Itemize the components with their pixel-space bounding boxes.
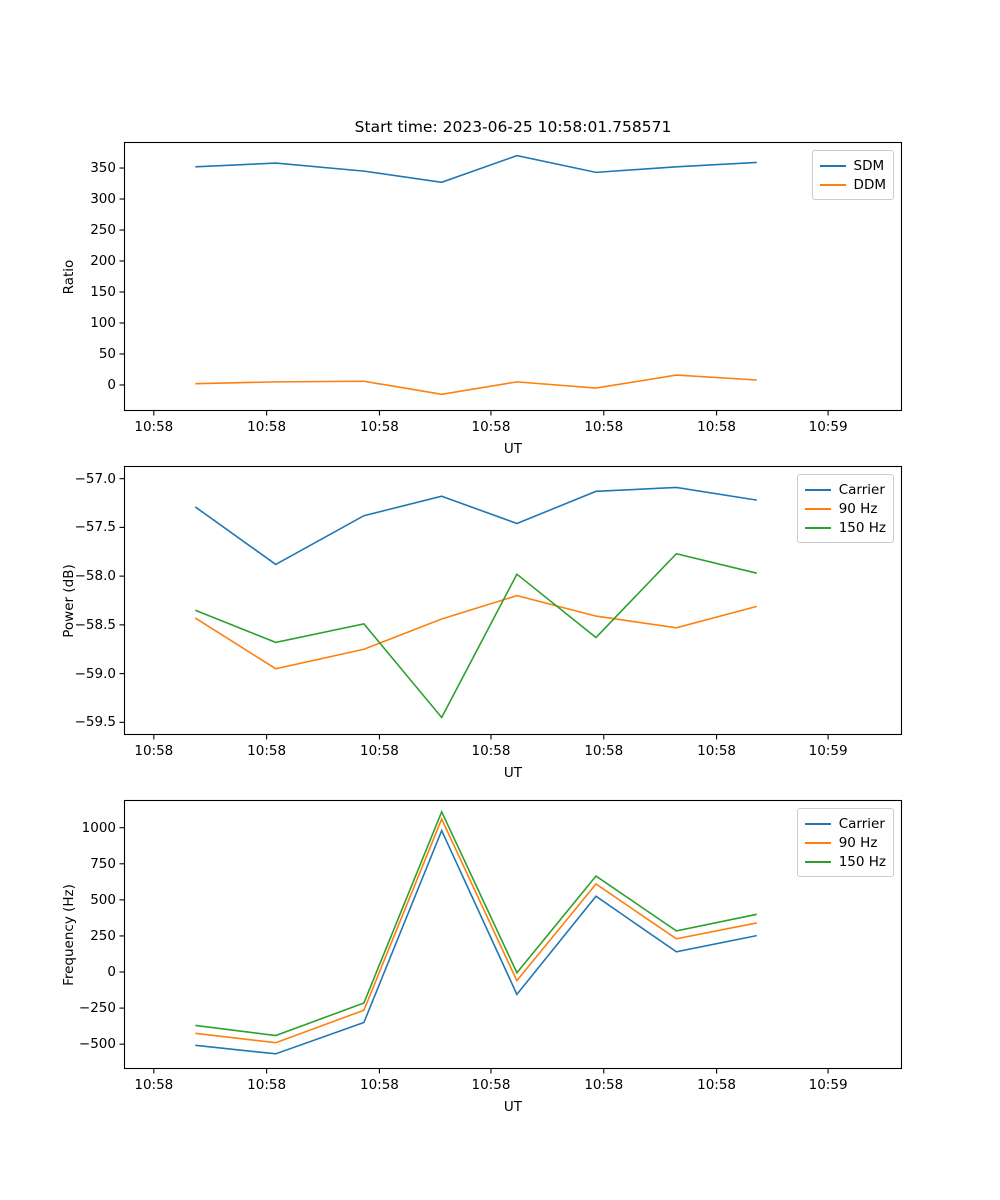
x-tick-label: 10:59 [808, 419, 848, 435]
subplot-frequency: −500 −250 0 250 500 750 1000 10:58 10:58 10:58 10:… [61, 799, 903, 1115]
legend-swatch-icon [804, 822, 831, 825]
y-tick-label: 250 [90, 222, 116, 238]
legend-swatch-icon [804, 526, 831, 529]
x-tick-label: 10:58 [471, 419, 511, 435]
legend-item[interactable]: 150 Hz [804, 518, 886, 537]
x-tick-label: 10:58 [247, 419, 287, 435]
x-tick-label: 10:58 [471, 743, 511, 759]
y-axis-label: Power (dB) [61, 563, 77, 638]
legend-item[interactable]: Carrier [804, 814, 886, 833]
y-tick-label: 150 [90, 283, 116, 300]
plot-area [119, 465, 903, 740]
legend-item[interactable]: 150 Hz [804, 852, 886, 871]
legend-label: 90 Hz [838, 834, 878, 851]
series-line-150-hz [195, 809, 757, 1037]
series-line-150-hz [195, 552, 757, 719]
x-tick-label: 10:58 [134, 419, 174, 435]
x-axis-label: UT [503, 1099, 523, 1115]
legend: Carrier 90 Hz 150 Hz [796, 474, 894, 543]
x-tick-label: 10:58 [697, 1077, 737, 1093]
y-tick-label: 100 [90, 314, 116, 331]
series-line-ddm [195, 374, 757, 396]
x-tick-label: 10:58 [359, 419, 399, 435]
y-tick-label: 350 [90, 160, 116, 177]
x-tick-label: 10:58 [584, 1077, 624, 1093]
legend-item[interactable]: 90 Hz [804, 833, 886, 852]
legend-item[interactable]: 90 Hz [804, 499, 886, 518]
subplot-power: −57.0 −57.5 −58.0 −58.5 −59.0 −59.5 10:58 10:58… [61, 465, 903, 781]
legend-swatch-icon [804, 860, 831, 863]
plot-area [119, 141, 903, 416]
legend-swatch-icon [819, 164, 846, 167]
x-tick-label: 10:58 [697, 419, 737, 435]
x-tick-label: 10:58 [584, 419, 624, 435]
series-line-90-hz [194, 594, 757, 670]
legend-item[interactable]: SDM [819, 156, 886, 175]
legend-swatch-icon [804, 507, 831, 510]
y-axis-label: Frequency (Hz) [61, 883, 77, 986]
series-line-sdm [195, 154, 757, 184]
y-tick-label: 300 [90, 191, 116, 208]
y-tick-label: 500 [90, 891, 116, 908]
y-tick-label: −59.5 [74, 714, 116, 731]
series-line-carrier [195, 828, 757, 1055]
legend-label: 90 Hz [838, 500, 878, 517]
x-tick-label: 10:58 [134, 743, 174, 759]
axes-frame [123, 141, 903, 412]
y-tick-label: −500 [78, 1036, 116, 1053]
legend-swatch-icon [804, 841, 831, 844]
y-tick-label: 750 [90, 855, 116, 872]
legend-label: Carrier [838, 815, 885, 832]
y-tick-label: 200 [90, 253, 116, 269]
figure-title: Start time: 2023-06-25 10:58:01.758571 [354, 118, 672, 136]
series-line-90-hz [195, 817, 757, 1044]
x-tick-label: 10:58 [134, 1077, 174, 1093]
legend-label: SDM [853, 157, 885, 174]
y-tick-label: −59.0 [74, 665, 116, 682]
y-tick-label: 250 [90, 927, 116, 944]
x-tick-label: 10:58 [471, 1077, 511, 1093]
x-tick-label: 10:58 [697, 743, 737, 759]
legend-item[interactable]: DDM [819, 175, 886, 194]
legend-swatch-icon [819, 183, 846, 186]
legend: Carrier 90 Hz 150 Hz [796, 808, 894, 877]
legend: SDM DDM [811, 150, 894, 200]
legend-label: 150 Hz [838, 853, 886, 870]
y-axis-label: Ratio [61, 259, 77, 294]
x-tick-label: 10:58 [247, 743, 287, 759]
x-tick-label: 10:58 [359, 1077, 399, 1093]
legend-swatch-icon [804, 488, 831, 491]
legend-item[interactable]: Carrier [804, 480, 886, 499]
y-tick-label: 50 [98, 345, 116, 362]
x-tick-label: 10:59 [808, 1077, 848, 1093]
axes-frame [123, 799, 903, 1070]
x-axis-label: UT [503, 441, 523, 457]
y-tick-label: 0 [107, 964, 116, 981]
legend-label: 150 Hz [838, 519, 886, 536]
x-tick-label: 10:58 [247, 1077, 287, 1093]
y-tick-label: −57.0 [74, 470, 116, 487]
y-tick-label: −250 [78, 1000, 116, 1017]
x-axis-label: UT [503, 765, 523, 781]
x-tick-label: 10:58 [359, 743, 399, 759]
x-tick-label: 10:58 [584, 743, 624, 759]
x-tick-label: 10:59 [808, 743, 848, 759]
y-tick-label: −58.0 [74, 568, 116, 585]
plot-area [119, 799, 903, 1074]
subplot-ratio: 0 50 100 150 200 250 300 350 10:58 10:58 10:58 10:5… [61, 141, 903, 457]
y-tick-label: −57.5 [74, 519, 116, 536]
y-tick-label: 1000 [81, 819, 116, 836]
y-tick-label: −58.5 [74, 616, 116, 633]
y-tick-label: 0 [107, 376, 116, 393]
series-line-carrier [194, 486, 757, 566]
axes-frame [123, 465, 903, 736]
legend-label: Carrier [838, 481, 885, 498]
legend-label: DDM [853, 176, 886, 193]
